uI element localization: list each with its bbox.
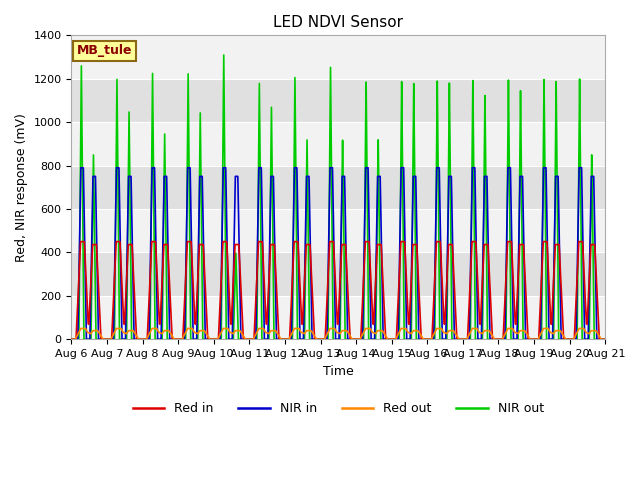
Y-axis label: Red, NIR response (mV): Red, NIR response (mV) xyxy=(15,113,28,262)
Bar xyxy=(72,209,605,252)
Text: MB_tule: MB_tule xyxy=(77,45,132,58)
Bar xyxy=(72,36,605,79)
Bar xyxy=(72,122,605,166)
X-axis label: Time: Time xyxy=(323,365,354,378)
Title: LED NDVI Sensor: LED NDVI Sensor xyxy=(273,15,403,30)
Bar xyxy=(72,296,605,339)
Legend: Red in, NIR in, Red out, NIR out: Red in, NIR in, Red out, NIR out xyxy=(128,397,549,420)
